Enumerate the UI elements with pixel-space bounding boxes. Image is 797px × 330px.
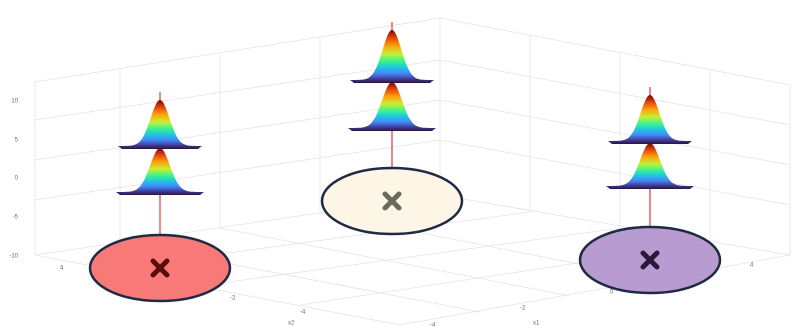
gaussian-lower xyxy=(348,82,436,131)
gaussian-lower xyxy=(116,148,204,195)
x1-tick-label: 4 xyxy=(750,263,754,269)
x2-axis-label: x2 xyxy=(288,321,295,327)
gaussian-upper xyxy=(350,30,434,83)
x1-tick-label: 0 xyxy=(610,290,614,296)
peaks xyxy=(90,22,720,301)
gaussian-upper xyxy=(118,100,202,149)
x2-tick-label: -2 xyxy=(230,296,236,302)
gaussian-upper xyxy=(608,95,692,144)
z-tick-label: -5 xyxy=(13,215,19,221)
x1-axis-label: x1 xyxy=(533,321,540,327)
plot-scene: 1050-5-10420-2-4-4-2024x2x1 xyxy=(0,0,797,330)
x2-tick-label: -4 xyxy=(300,310,306,316)
z-tick-label: -10 xyxy=(9,254,18,260)
x1-tick-label: -4 xyxy=(430,323,436,329)
z-tick-label: 10 xyxy=(11,99,18,105)
x2-tick-label: 4 xyxy=(60,266,64,272)
gaussian-lower xyxy=(606,143,694,189)
z-tick-label: 5 xyxy=(15,138,19,144)
x1-tick-label: -2 xyxy=(520,306,526,312)
z-tick-label: 0 xyxy=(15,176,19,182)
